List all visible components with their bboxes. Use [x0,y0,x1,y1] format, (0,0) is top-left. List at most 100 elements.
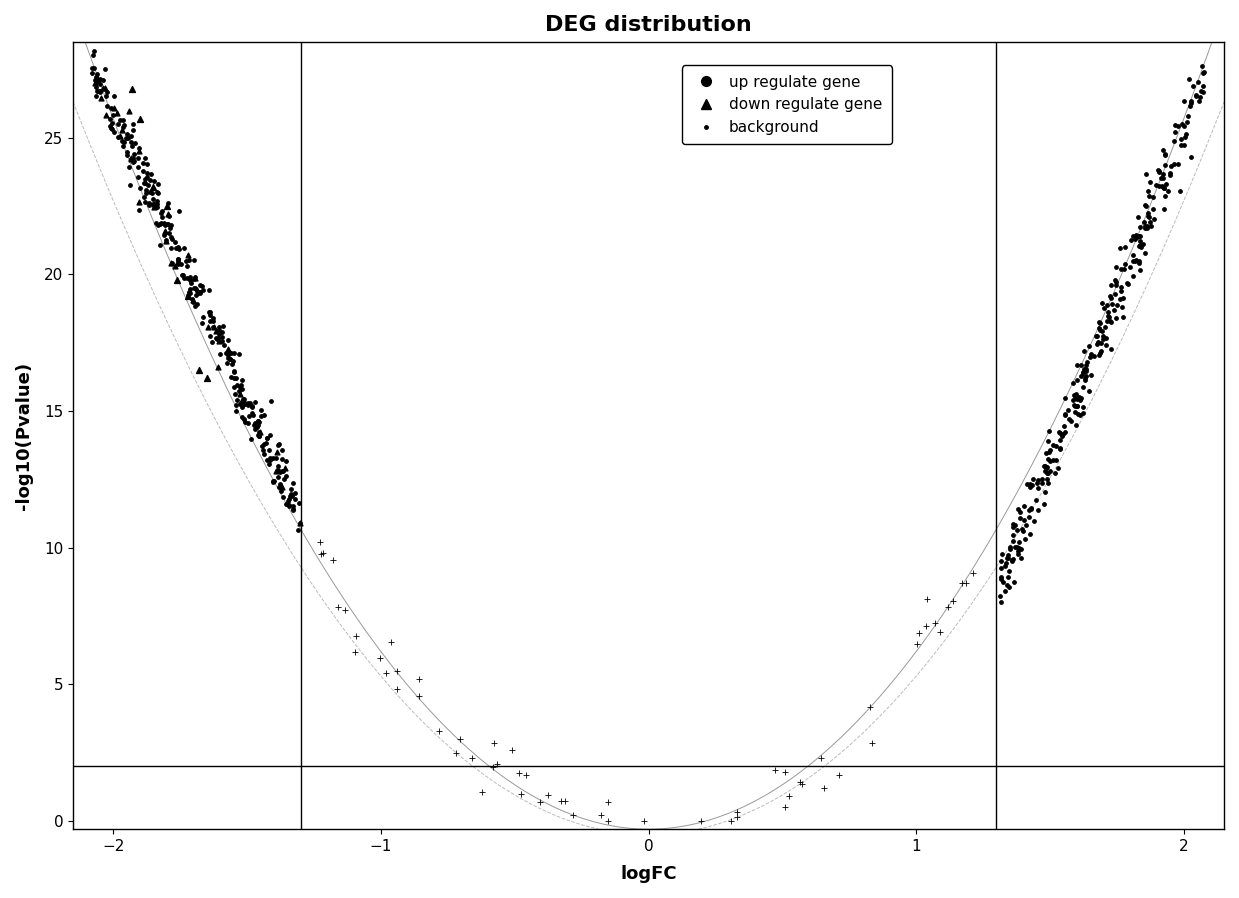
Point [1089,315,1109,330]
up regulate gene [185,272,204,286]
up regulate gene [116,130,136,145]
up regulate gene [238,396,258,410]
up regulate gene [234,412,254,427]
up regulate gene [233,392,253,407]
up regulate gene [169,256,188,270]
up regulate gene [121,135,141,149]
Point [1140,175,1160,189]
background [963,567,983,581]
Point [1010,541,1030,555]
Point [1059,412,1079,427]
background [564,808,584,823]
background [344,646,364,660]
down regulate gene [110,128,130,143]
up regulate gene [201,305,221,320]
up regulate gene [218,348,238,362]
up regulate gene [169,252,188,267]
up regulate gene [274,463,294,478]
up regulate gene [135,176,155,190]
up regulate gene [175,242,195,256]
Point [1098,305,1118,320]
up regulate gene [234,415,254,429]
background [409,672,429,686]
up regulate gene [87,89,107,103]
Point [995,559,1015,574]
Point [1053,427,1073,442]
background [313,546,333,560]
up regulate gene [186,299,206,313]
up regulate gene [227,404,247,418]
up regulate gene [140,196,160,210]
Point [1033,497,1053,512]
up regulate gene [188,286,208,300]
Point [1077,369,1097,383]
Point [1052,428,1072,443]
Point [1015,498,1035,513]
Point [991,572,1011,586]
background [375,666,395,681]
up regulate gene [278,497,297,511]
Point [1064,388,1084,402]
Point [1033,459,1053,473]
Point [1155,158,1175,172]
background [530,795,550,809]
Point [1171,131,1191,145]
up regulate gene [190,285,209,299]
up regulate gene [225,371,245,385]
up regulate gene [254,447,274,462]
Point [1134,236,1154,251]
Point [1080,367,1100,382]
Point [1129,210,1149,224]
down regulate gene [165,260,185,274]
up regulate gene [248,418,268,432]
up regulate gene [100,111,120,126]
Point [1036,445,1056,460]
up regulate gene [157,196,177,210]
Point [1043,438,1063,453]
up regulate gene [249,415,269,429]
up regulate gene [161,217,181,232]
up regulate gene [125,136,145,150]
Point [1111,284,1131,298]
up regulate gene [146,216,166,231]
up regulate gene [222,357,242,372]
Point [1051,432,1070,446]
up regulate gene [121,129,141,144]
down regulate gene [104,101,124,115]
Point [1028,503,1048,517]
up regulate gene [170,242,190,257]
up regulate gene [213,319,233,333]
Point [1098,309,1118,323]
Point [1147,163,1167,177]
Point [1051,426,1070,440]
Point [1135,219,1155,233]
down regulate gene [113,122,133,136]
Point [995,585,1015,599]
Point [1011,551,1031,566]
Point [1152,180,1172,194]
Point [1022,478,1042,492]
Point [1070,408,1090,422]
Point [1100,277,1120,292]
up regulate gene [185,253,204,268]
up regulate gene [146,185,166,199]
Point [1093,331,1113,346]
up regulate gene [269,462,289,477]
up regulate gene [169,253,188,268]
down regulate gene [230,395,250,409]
Point [1155,147,1175,162]
up regulate gene [222,346,242,360]
up regulate gene [147,177,167,191]
Point [1155,202,1175,216]
Point [1150,164,1170,179]
Point [1088,335,1108,349]
Point [1020,509,1040,524]
Point [1037,460,1057,474]
up regulate gene [199,304,219,319]
Point [1104,303,1124,317]
Point [999,569,1018,584]
Point [1160,168,1180,182]
Point [1067,374,1087,388]
Point [1037,466,1057,480]
up regulate gene [273,452,292,466]
